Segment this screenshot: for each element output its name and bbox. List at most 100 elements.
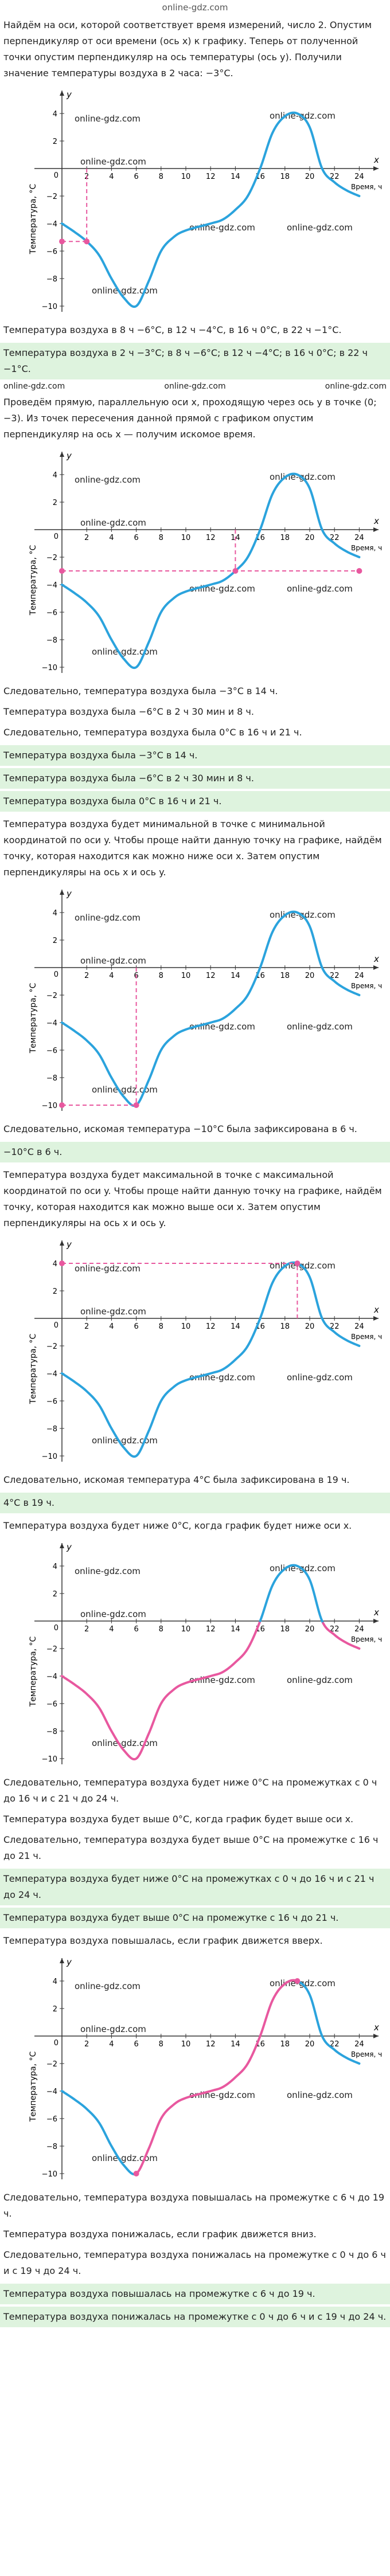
x-title: Время, ч [351, 1333, 382, 1341]
y-tick-label: 4 [53, 1260, 57, 1269]
watermark: online-gdz.com [287, 1372, 353, 1383]
y-arrow [60, 1543, 64, 1548]
y-tick-label: 2 [53, 138, 57, 146]
y-tick-label: −8 [46, 275, 57, 284]
paragraph: Температура воздуха будет ниже 0°C, когд… [3, 1520, 352, 1531]
y-tick-label: −10 [42, 1453, 57, 1461]
x-tick-label: 14 [231, 173, 240, 181]
y-tick-label: −4 [46, 581, 57, 590]
watermark: online-gdz.com [92, 1085, 158, 1095]
x-tick-label: 20 [305, 1625, 315, 1634]
x-title: Время, ч [351, 544, 382, 552]
watermark: online-gdz.com [92, 1738, 158, 1748]
y-tick-label: 4 [53, 471, 57, 480]
y-title: Температура, °С [29, 1637, 38, 1708]
paragraph: Температура воздуха повышалась, если гра… [3, 1935, 323, 1946]
graph-curve [322, 1622, 361, 1650]
marker-point [59, 238, 65, 245]
x-letter: x [373, 2022, 379, 2033]
x-tick-label: 12 [206, 534, 216, 542]
x-arrow [373, 2034, 379, 2038]
watermark: online-gdz.com [92, 285, 158, 296]
x-tick-label: 24 [354, 2040, 364, 2049]
origin-label: 0 [54, 533, 58, 541]
y-tick-label: −6 [46, 1047, 57, 1055]
y-tick-label: −10 [42, 2170, 57, 2179]
watermark: online-gdz.com [80, 2024, 146, 2034]
y-tick-label: −8 [46, 1425, 57, 1434]
x-letter: x [373, 954, 379, 964]
x-tick-label: 14 [231, 972, 240, 980]
y-tick-label: −2 [46, 1342, 57, 1351]
x-tick-label: 10 [181, 2040, 191, 2049]
y-tick-label: −8 [46, 636, 57, 645]
answer: Температура воздуха повышалась на промеж… [0, 2284, 390, 2304]
x-tick-label: 6 [134, 2040, 138, 2049]
x-tick-label: 12 [206, 1322, 216, 1331]
x-title: Время, ч [351, 183, 382, 191]
x-title: Время, ч [351, 1635, 382, 1643]
y-letter: y [66, 1542, 72, 1552]
answer: −10°C в 6 ч. [0, 1142, 390, 1162]
y-tick-label: −4 [46, 1673, 57, 1681]
graph: online-gdz.com online-gdz.com online-gdz.c… [29, 1957, 382, 2179]
y-letter: y [66, 1239, 72, 1250]
x-tick-label: 8 [159, 972, 163, 980]
marker-point [59, 568, 65, 574]
graph-curve [296, 1980, 361, 2065]
y-letter: y [66, 888, 72, 899]
y-tick-label: 2 [53, 1287, 57, 1296]
watermark: online-gdz.com [75, 913, 141, 923]
y-title: Температура, °С [29, 2052, 38, 2123]
paragraph: Следовательно, температура воздуха повыш… [3, 2192, 385, 2219]
watermark: online-gdz.com [287, 1021, 353, 1032]
origin-label: 0 [54, 171, 58, 180]
paragraph: Следовательно, температура воздуха была … [3, 727, 302, 738]
watermark: online-gdz.com [80, 956, 146, 966]
graph: online-gdz.com online-gdz.com online-gdz.c… [29, 1542, 382, 1764]
y-tick-label: 2 [53, 1590, 57, 1599]
y-tick-label: −2 [46, 992, 57, 1000]
marker-point [59, 1102, 65, 1108]
x-tick-label: 6 [134, 534, 138, 542]
x-tick-label: 10 [181, 1322, 191, 1331]
graph-curve [61, 1261, 361, 1458]
paragraph: Температура воздуха была −6°C в 2 ч 30 м… [3, 706, 254, 717]
paragraph: Температура воздуха будет минимальной в … [3, 819, 382, 878]
x-tick-label: 18 [280, 173, 290, 181]
y-letter: y [66, 89, 72, 100]
y-tick-label: −10 [42, 303, 57, 311]
y-tick-label: −8 [46, 1728, 57, 1736]
x-tick-label: 12 [206, 972, 216, 980]
origin-label: 0 [54, 1321, 58, 1330]
paragraph: Температура воздуха в 8 ч −6°C, в 12 ч −… [3, 324, 342, 335]
x-tick-label: 24 [354, 534, 364, 542]
paragraph: Найдём на оси, которой соответствует вре… [3, 19, 372, 79]
x-arrow [373, 1619, 379, 1623]
x-letter: x [373, 1305, 379, 1315]
x-tick-label: 18 [280, 534, 290, 542]
paragraph: Следовательно, температура воздуха будет… [3, 1834, 379, 1861]
watermark: online-gdz.com [287, 1675, 353, 1685]
x-letter: x [373, 516, 379, 526]
watermark: online-gdz.com [3, 382, 65, 391]
y-letter: y [66, 1957, 72, 1967]
y-tick-label: −4 [46, 220, 57, 229]
watermark: online-gdz.com [164, 382, 226, 391]
marker-point [84, 238, 90, 245]
logo: online-gdz.com [162, 2, 228, 13]
marker-point [232, 568, 239, 574]
paragraph: Температура воздуха будет выше 0°C, когд… [3, 1814, 354, 1825]
x-tick-label: 24 [354, 1625, 364, 1634]
graph-curve [61, 1620, 262, 1761]
marker-point [133, 1102, 139, 1108]
x-tick-label: 4 [109, 1625, 114, 1634]
x-tick-label: 8 [159, 1322, 163, 1331]
y-tick-label: −4 [46, 1019, 57, 1028]
watermark: online-gdz.com [75, 475, 141, 485]
x-tick-label: 2 [84, 1322, 89, 1331]
x-tick-label: 20 [305, 972, 315, 980]
y-tick-label: −6 [46, 1397, 57, 1406]
x-tick-label: 4 [109, 173, 114, 181]
